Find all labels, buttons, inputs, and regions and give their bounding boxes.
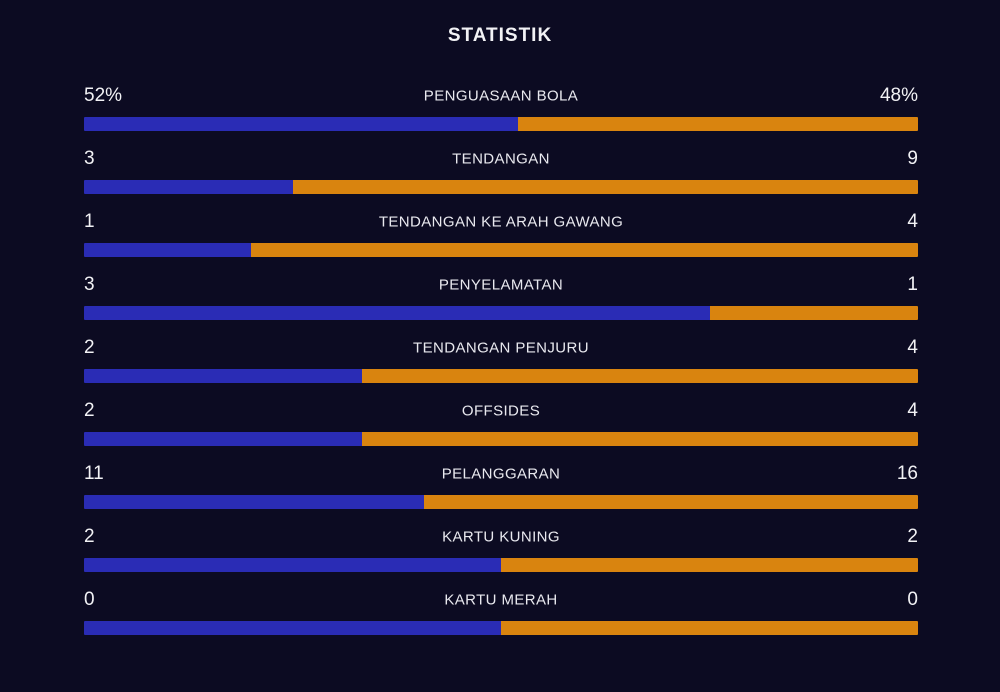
stat-label: TENDANGAN bbox=[452, 150, 550, 168]
home-bar-segment bbox=[84, 306, 710, 320]
stat-row: 2 OFFSIDES 4 bbox=[84, 400, 918, 446]
away-bar-segment bbox=[250, 243, 918, 257]
away-value: 4 bbox=[907, 400, 918, 421]
stat-bar bbox=[84, 432, 918, 446]
away-bar-segment bbox=[292, 180, 918, 194]
statistics-panel: 52% PENGUASAAN BOLA 48% 3 TENDANGAN 9 1 … bbox=[84, 85, 918, 635]
stat-label: TENDANGAN PENJURU bbox=[413, 339, 589, 357]
stat-bar bbox=[84, 621, 918, 635]
away-bar-segment bbox=[361, 369, 918, 383]
stat-row: 11 PELANGGARAN 16 bbox=[84, 463, 918, 509]
stat-bar bbox=[84, 117, 918, 131]
stat-row: 1 TENDANGAN KE ARAH GAWANG 4 bbox=[84, 211, 918, 257]
away-value: 0 bbox=[907, 589, 918, 610]
away-value: 9 bbox=[907, 148, 918, 169]
stat-header: 0 KARTU MERAH 0 bbox=[84, 589, 918, 611]
away-bar-segment bbox=[501, 558, 918, 572]
away-bar-segment bbox=[423, 495, 918, 509]
away-value: 2 bbox=[907, 526, 918, 547]
away-value: 1 bbox=[907, 274, 918, 295]
stat-header: 2 KARTU KUNING 2 bbox=[84, 526, 918, 548]
home-value: 52% bbox=[84, 85, 123, 106]
stat-header: 3 PENYELAMATAN 1 bbox=[84, 274, 918, 296]
stat-row: 3 PENYELAMATAN 1 bbox=[84, 274, 918, 320]
home-bar-segment bbox=[84, 369, 362, 383]
stat-row: 52% PENGUASAAN BOLA 48% bbox=[84, 85, 918, 131]
stat-header: 11 PELANGGARAN 16 bbox=[84, 463, 918, 485]
home-value: 0 bbox=[84, 589, 95, 610]
home-value: 11 bbox=[84, 463, 104, 484]
stat-row: 3 TENDANGAN 9 bbox=[84, 148, 918, 194]
away-value: 4 bbox=[907, 337, 918, 358]
home-value: 1 bbox=[84, 211, 95, 232]
stat-label: TENDANGAN KE ARAH GAWANG bbox=[378, 213, 624, 231]
home-bar-segment bbox=[84, 495, 424, 509]
stat-bar bbox=[84, 495, 918, 509]
home-bar-segment bbox=[84, 432, 362, 446]
page-title: STATISTIK bbox=[447, 25, 553, 46]
home-bar-segment bbox=[84, 243, 251, 257]
stat-row: 2 KARTU KUNING 2 bbox=[84, 526, 918, 572]
stat-bar bbox=[84, 180, 918, 194]
home-value: 3 bbox=[84, 148, 95, 169]
home-value: 2 bbox=[84, 337, 95, 358]
home-bar-segment bbox=[84, 117, 518, 131]
away-bar-segment bbox=[501, 621, 918, 635]
stat-row: 0 KARTU MERAH 0 bbox=[84, 589, 918, 635]
away-value: 16 bbox=[896, 463, 918, 484]
home-value: 2 bbox=[84, 400, 95, 421]
home-value: 2 bbox=[84, 526, 95, 547]
stat-header: 3 TENDANGAN 9 bbox=[84, 148, 918, 170]
stat-bar bbox=[84, 243, 918, 257]
stat-header: 2 TENDANGAN PENJURU 4 bbox=[84, 337, 918, 359]
home-bar-segment bbox=[84, 621, 501, 635]
stat-bar bbox=[84, 558, 918, 572]
away-value: 48% bbox=[879, 85, 918, 106]
stat-header: 1 TENDANGAN KE ARAH GAWANG 4 bbox=[84, 211, 918, 233]
away-bar-segment bbox=[517, 117, 918, 131]
stat-label: PENGUASAAN BOLA bbox=[423, 87, 579, 105]
home-bar-segment bbox=[84, 558, 501, 572]
away-bar-segment bbox=[709, 306, 918, 320]
stat-header: 52% PENGUASAAN BOLA 48% bbox=[84, 85, 918, 107]
stat-label: KARTU MERAH bbox=[444, 591, 558, 609]
stat-label: PENYELAMATAN bbox=[438, 276, 564, 294]
stat-bar bbox=[84, 306, 918, 320]
stat-row: 2 TENDANGAN PENJURU 4 bbox=[84, 337, 918, 383]
stat-label: OFFSIDES bbox=[461, 402, 541, 420]
stat-label: KARTU KUNING bbox=[442, 528, 560, 546]
home-value: 3 bbox=[84, 274, 95, 295]
stat-bar bbox=[84, 369, 918, 383]
away-bar-segment bbox=[361, 432, 918, 446]
stat-header: 2 OFFSIDES 4 bbox=[84, 400, 918, 422]
home-bar-segment bbox=[84, 180, 293, 194]
away-value: 4 bbox=[907, 211, 918, 232]
stat-label: PELANGGARAN bbox=[441, 465, 561, 483]
